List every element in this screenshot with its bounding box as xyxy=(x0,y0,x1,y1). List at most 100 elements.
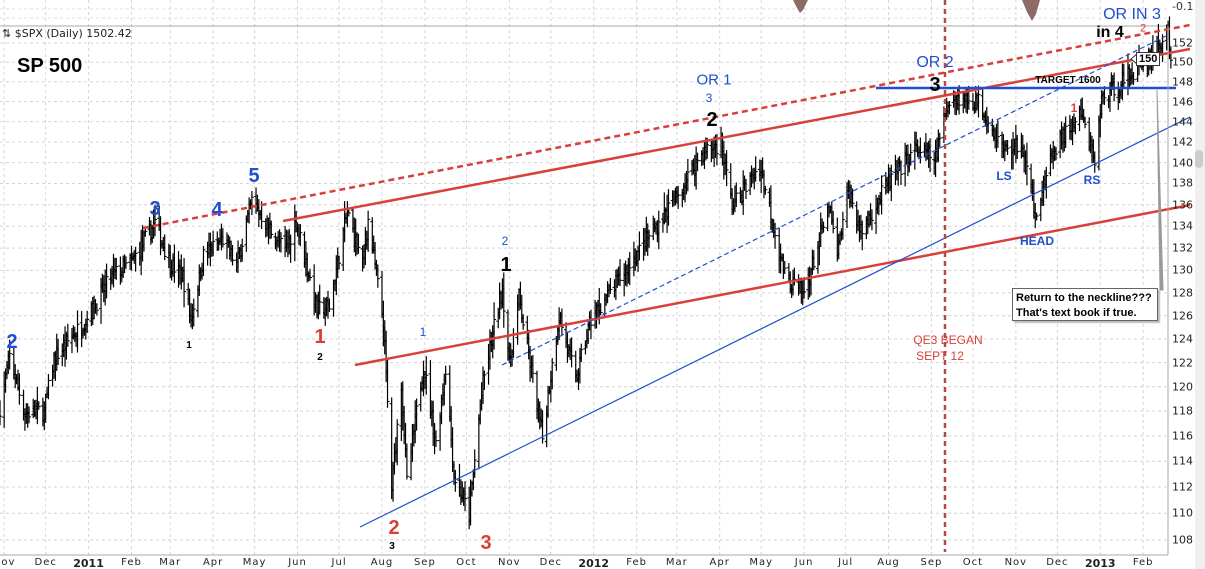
price-bar xyxy=(346,209,351,217)
wave-label: 5 xyxy=(248,165,260,187)
price-bar xyxy=(414,398,419,431)
wave-label: 2 xyxy=(1139,22,1147,35)
y-tick-label: 108 xyxy=(1172,533,1193,547)
wave-label: 1 xyxy=(186,340,192,351)
price-bar xyxy=(1131,72,1136,85)
right-shoulder-label: RS xyxy=(1083,173,1101,187)
wave-label: 3 xyxy=(149,198,161,220)
y-tick-label: 126 xyxy=(1172,309,1193,323)
price-bar xyxy=(918,137,923,164)
price-bar xyxy=(356,233,361,254)
price-bar xyxy=(695,152,700,172)
lower-blue-trendline xyxy=(359,116,1191,528)
y-tick-label: 116 xyxy=(1172,429,1193,443)
scrollbar-thumb[interactable] xyxy=(1195,150,1203,168)
x-tick-label: Aug xyxy=(370,557,394,568)
price-bar xyxy=(162,234,167,261)
price-bar xyxy=(424,356,429,395)
x-tick-label: Dec xyxy=(34,557,57,568)
price-bar xyxy=(637,231,642,261)
wave-label: 2 xyxy=(6,331,18,353)
price-bar xyxy=(559,308,564,336)
indicator-spike xyxy=(1022,0,1040,21)
x-tick-label: May xyxy=(242,557,267,568)
price-bar xyxy=(860,220,865,251)
price-bar xyxy=(75,310,80,353)
head-label: HEAD xyxy=(1019,234,1055,248)
y-tick-label: 134 xyxy=(1172,219,1193,233)
price-bar xyxy=(1063,116,1068,149)
price-bar xyxy=(143,228,148,237)
price-bar xyxy=(869,209,874,231)
price-bar xyxy=(501,272,506,328)
price-bar xyxy=(317,284,322,315)
y-tick-label: 120 xyxy=(1172,380,1193,394)
x-tick-label: Sep xyxy=(413,557,436,568)
y-tick-label: 112 xyxy=(1172,480,1193,494)
gridlines xyxy=(0,0,1168,555)
price-bar xyxy=(308,268,313,281)
y-tick-label: 152 xyxy=(1172,36,1193,50)
price-bar xyxy=(114,257,119,280)
price-bar xyxy=(395,419,400,466)
x-tick-label: Mar xyxy=(159,557,182,568)
price-bar xyxy=(937,132,942,148)
y-tick-label: 138 xyxy=(1172,176,1193,190)
scrollbar-track[interactable] xyxy=(1195,0,1205,569)
price-bar xyxy=(1024,142,1029,186)
neckline-red-trendline xyxy=(354,203,1191,367)
y-tick-label: 122 xyxy=(1172,356,1193,370)
price-bar xyxy=(821,221,826,233)
wave-label: 3 xyxy=(480,532,492,554)
price-bar xyxy=(879,175,884,215)
price-bar xyxy=(492,302,497,350)
price-bar xyxy=(579,343,584,363)
x-tick-label: Mar xyxy=(665,557,688,568)
y-tick-label: 114 xyxy=(1172,454,1193,468)
price-bar xyxy=(743,178,748,200)
price-bar xyxy=(811,250,816,271)
x-tick-label: 2013 xyxy=(1084,557,1116,569)
upper-dashed-trendline xyxy=(142,23,1191,230)
price-bar xyxy=(182,258,187,308)
price-bar xyxy=(540,410,545,444)
price-bar xyxy=(1053,147,1058,161)
price-bar xyxy=(608,277,613,294)
x-tick-label: Dec xyxy=(1046,557,1069,568)
price-bar xyxy=(618,259,623,287)
price-bar xyxy=(385,358,390,408)
price-bar xyxy=(734,182,739,208)
chart-title: SP 500 xyxy=(17,55,83,77)
callout-text-1: Return to the neckline??? xyxy=(1016,292,1152,304)
price-bar xyxy=(375,264,380,288)
symbol-label: $SPX (Daily) 1502.42 xyxy=(14,27,132,40)
last-price-tag: 150 xyxy=(1136,52,1161,66)
x-tick-label: Nov xyxy=(498,557,521,568)
x-tick-label: Apr xyxy=(709,557,730,568)
x-tick-label: Feb xyxy=(1132,557,1154,568)
price-bar xyxy=(647,229,652,248)
price-bar xyxy=(17,373,22,405)
wave-label: OR 2 xyxy=(916,54,954,71)
wave-label: 1 xyxy=(1070,101,1078,115)
up-down-arrows-icon: ⇅ xyxy=(2,27,12,40)
price-bar xyxy=(753,156,758,182)
y-tick-label: 110 xyxy=(1172,506,1193,520)
wave-label: 1 xyxy=(419,325,427,339)
y-tick-label: 130 xyxy=(1172,263,1193,277)
price-bar xyxy=(172,244,177,283)
blue-dashed-trendline xyxy=(501,34,1169,366)
x-tick-label: Jun xyxy=(794,557,814,568)
price-bar xyxy=(85,310,90,333)
callout-text-2: That's text book if true. xyxy=(1016,307,1137,319)
price-bar xyxy=(463,481,468,512)
price-bar xyxy=(521,314,526,330)
y-tick-label: 142 xyxy=(1172,135,1193,149)
wave-label: OR IN 3 xyxy=(1103,6,1161,23)
price-bar xyxy=(201,246,206,276)
wave-label: 3 xyxy=(929,74,941,96)
price-bar xyxy=(472,449,477,478)
price-bar xyxy=(278,232,283,253)
price-bar xyxy=(724,150,729,187)
price-bar xyxy=(656,210,661,250)
